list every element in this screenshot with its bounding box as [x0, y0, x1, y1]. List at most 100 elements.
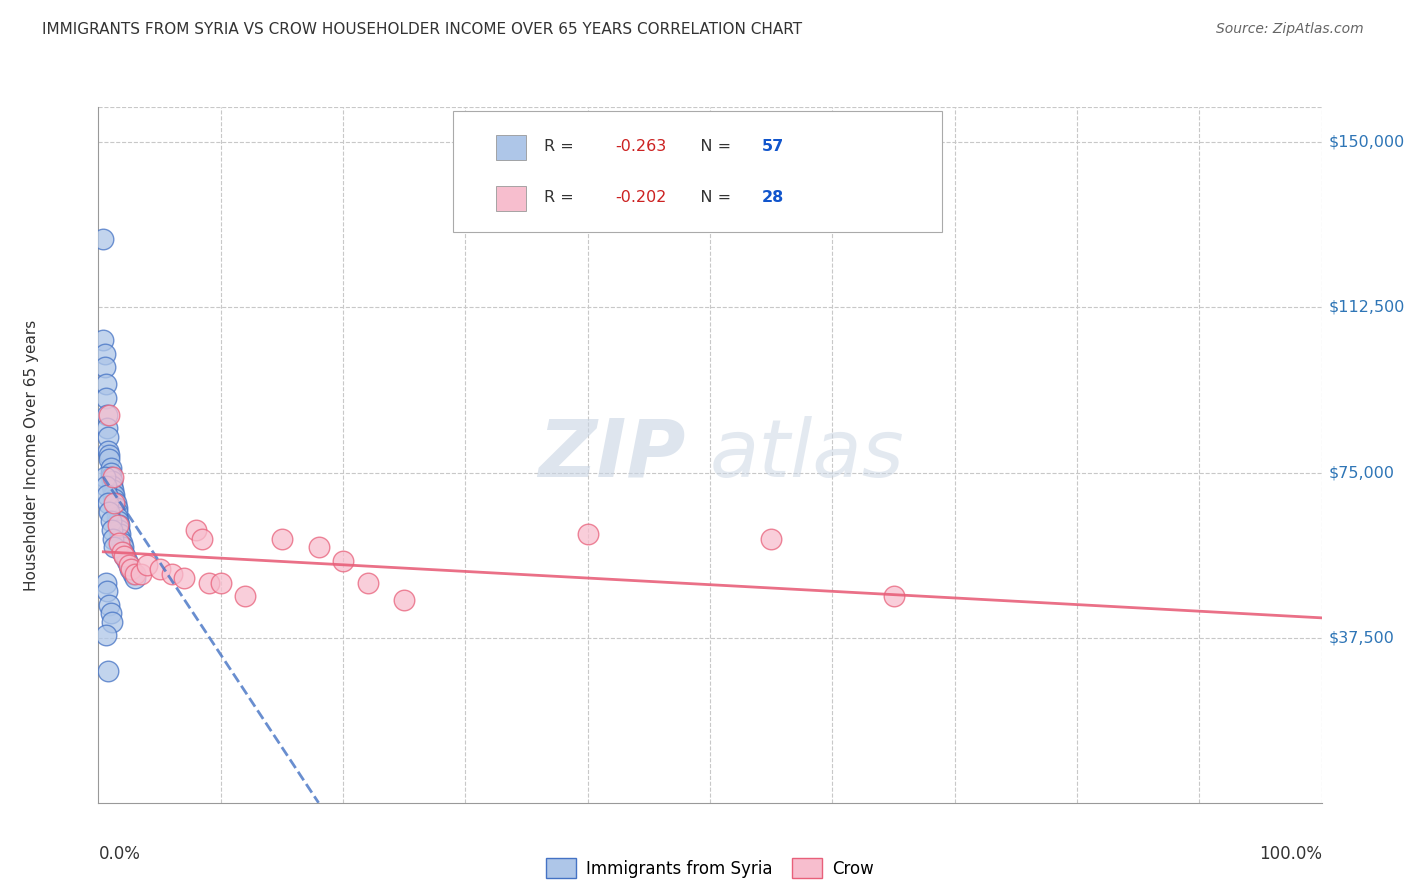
Legend: Immigrants from Syria, Crow: Immigrants from Syria, Crow	[540, 851, 880, 885]
Point	[97, 443, 120, 458]
Text: $150,000: $150,000	[1329, 135, 1405, 150]
Point	[105, 500, 128, 515]
Point	[98, 452, 121, 467]
Text: IMMIGRANTS FROM SYRIA VS CROW HOUSEHOLDER INCOME OVER 65 YEARS CORRELATION CHART: IMMIGRANTS FROM SYRIA VS CROW HOUSEHOLDE…	[42, 22, 803, 37]
Point	[136, 558, 159, 572]
Point	[332, 553, 354, 567]
Point	[101, 523, 124, 537]
Point	[173, 571, 195, 585]
Text: 28: 28	[762, 190, 785, 204]
Point	[120, 562, 142, 576]
Point	[96, 421, 118, 435]
Point	[124, 571, 146, 585]
Point	[111, 545, 134, 559]
Point	[98, 448, 121, 462]
Point	[94, 391, 117, 405]
Point	[108, 518, 131, 533]
Point	[129, 566, 152, 581]
Point	[93, 470, 115, 484]
Text: 100.0%: 100.0%	[1258, 845, 1322, 863]
Point	[105, 509, 128, 524]
Point	[186, 523, 208, 537]
Point	[96, 487, 118, 501]
Point	[120, 562, 142, 576]
Point	[103, 496, 125, 510]
Point	[96, 409, 118, 423]
Point	[105, 505, 128, 519]
Text: N =: N =	[685, 190, 737, 204]
Point	[112, 549, 135, 564]
Point	[93, 359, 115, 374]
Point	[101, 487, 124, 501]
Point	[118, 558, 141, 572]
Point	[94, 377, 117, 392]
Text: N =: N =	[685, 139, 737, 154]
Point	[110, 532, 132, 546]
Point	[91, 334, 114, 348]
Text: $37,500: $37,500	[1329, 630, 1395, 645]
Point	[110, 527, 132, 541]
Point	[100, 607, 122, 621]
Point	[91, 232, 114, 246]
Point	[103, 541, 125, 555]
Text: Source: ZipAtlas.com: Source: ZipAtlas.com	[1216, 22, 1364, 37]
Point	[233, 589, 256, 603]
Point	[392, 593, 416, 607]
Point	[108, 536, 131, 550]
Point	[270, 532, 294, 546]
Point	[100, 514, 122, 528]
Point	[197, 575, 219, 590]
Point	[308, 541, 330, 555]
Text: Householder Income Over 65 years: Householder Income Over 65 years	[24, 319, 38, 591]
Point	[191, 532, 214, 546]
Point	[761, 532, 783, 546]
Point	[101, 483, 124, 497]
Point	[356, 575, 378, 590]
Point	[94, 628, 117, 642]
FancyBboxPatch shape	[496, 136, 526, 160]
Point	[576, 527, 599, 541]
Point	[100, 461, 122, 475]
Point	[107, 514, 129, 528]
Point	[100, 466, 122, 480]
Text: 0.0%: 0.0%	[98, 845, 141, 863]
Point	[115, 553, 138, 567]
Text: $75,000: $75,000	[1329, 465, 1395, 480]
Point	[101, 475, 124, 489]
Point	[118, 558, 141, 572]
Point	[111, 541, 134, 555]
Point	[101, 532, 124, 546]
Text: R =: R =	[544, 139, 579, 154]
Text: -0.263: -0.263	[616, 139, 666, 154]
Point	[101, 470, 124, 484]
Point	[97, 430, 120, 444]
Point	[104, 500, 127, 515]
Point	[149, 562, 172, 576]
Point	[101, 615, 124, 630]
Text: -0.202: -0.202	[616, 190, 666, 204]
Point	[96, 584, 118, 599]
Point	[114, 549, 136, 564]
Text: ZIP: ZIP	[538, 416, 686, 494]
FancyBboxPatch shape	[496, 186, 526, 211]
Point	[103, 487, 125, 501]
Point	[111, 536, 134, 550]
Text: R =: R =	[544, 190, 579, 204]
Point	[883, 589, 905, 603]
Point	[121, 566, 143, 581]
Point	[98, 505, 121, 519]
Point	[104, 496, 127, 510]
Point	[97, 664, 120, 678]
Text: $112,500: $112,500	[1329, 300, 1405, 315]
Point	[98, 598, 121, 612]
Point	[94, 575, 117, 590]
Text: atlas: atlas	[710, 416, 905, 494]
Text: 57: 57	[762, 139, 785, 154]
Point	[103, 491, 125, 506]
Point	[209, 575, 232, 590]
Point	[100, 470, 122, 484]
Point	[98, 409, 121, 423]
Point	[124, 566, 146, 581]
Point	[107, 518, 129, 533]
Point	[111, 545, 134, 559]
